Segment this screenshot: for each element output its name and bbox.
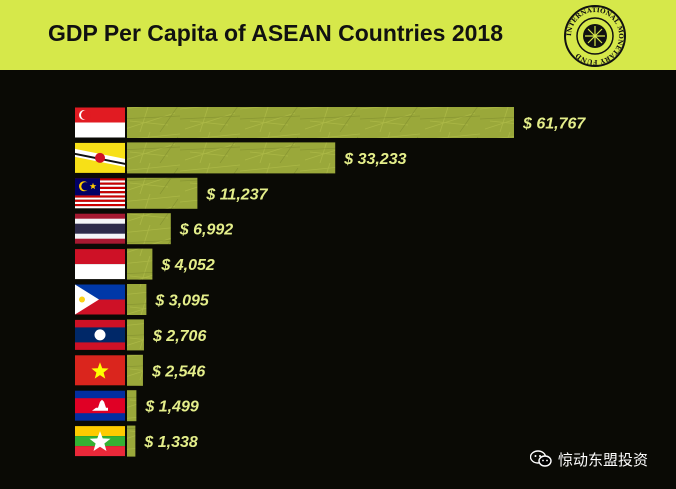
- bar: [127, 213, 171, 245]
- data-label: $ 11,237: [205, 186, 268, 203]
- data-label: $ 1,338: [143, 434, 197, 451]
- bar: [127, 248, 153, 280]
- watermark-text: 惊动东盟投资: [558, 450, 649, 469]
- bar: [127, 354, 143, 386]
- bar-row: $ 11,237: [75, 177, 269, 209]
- bar: [127, 107, 514, 138]
- data-label: $ 6,992: [179, 222, 233, 239]
- bar: [127, 319, 144, 351]
- data-label: $ 33,233: [343, 151, 406, 168]
- bar: [127, 425, 136, 457]
- data-label: $ 2,706: [152, 328, 206, 345]
- brunei-flag: [75, 142, 125, 173]
- singapore-flag: [75, 107, 125, 138]
- cambodia-flag: [75, 390, 125, 421]
- bar-row: $ 1,338: [75, 425, 198, 457]
- bar-row: $ 6,992: [75, 213, 233, 245]
- data-label: $ 61,767: [522, 116, 586, 133]
- bar: [127, 284, 147, 315]
- data-label: $ 1,499: [144, 399, 198, 416]
- chart-title: GDP Per Capita of ASEAN Countries 2018: [48, 20, 504, 46]
- data-label: $ 4,052: [160, 257, 214, 274]
- imf-seal-logo: INTERNATIONAL MONETARY FUND: [564, 5, 626, 67]
- laos-flag: [75, 319, 125, 350]
- indonesia-flag: [75, 249, 125, 280]
- header-band: GDP Per Capita of ASEAN Countries 2018 I…: [0, 0, 676, 70]
- bar-row: $ 1,499: [75, 390, 199, 422]
- bar-chart: $ 61,767 $ 33,233 $ 11,237 $ 6,992 $ 4,052 $ …: [75, 107, 586, 457]
- bar: [127, 142, 336, 174]
- bar-row: $ 2,546: [75, 354, 205, 386]
- data-label: $ 2,546: [151, 363, 205, 380]
- philippines-flag: [75, 284, 125, 315]
- bar-row: $ 3,095: [75, 284, 210, 315]
- bar: [127, 177, 198, 209]
- bar-row: $ 2,706: [75, 319, 206, 351]
- watermark: 惊动东盟投资: [530, 447, 648, 471]
- data-label: $ 3,095: [154, 293, 209, 310]
- plot-area: $ 61,767 $ 33,233 $ 11,237 $ 6,992 $ 4,052 $ …: [0, 70, 676, 489]
- bar-row: $ 33,233: [75, 142, 407, 174]
- thailand-flag: [75, 213, 125, 244]
- bar-row: $ 61,767: [75, 107, 586, 138]
- myanmar-flag: [75, 426, 125, 457]
- bar-row: $ 4,052: [75, 248, 215, 280]
- bar: [127, 390, 137, 422]
- malaysia-flag: [75, 178, 125, 209]
- vietnam-flag: [75, 355, 125, 386]
- wechat-icon: [530, 450, 552, 467]
